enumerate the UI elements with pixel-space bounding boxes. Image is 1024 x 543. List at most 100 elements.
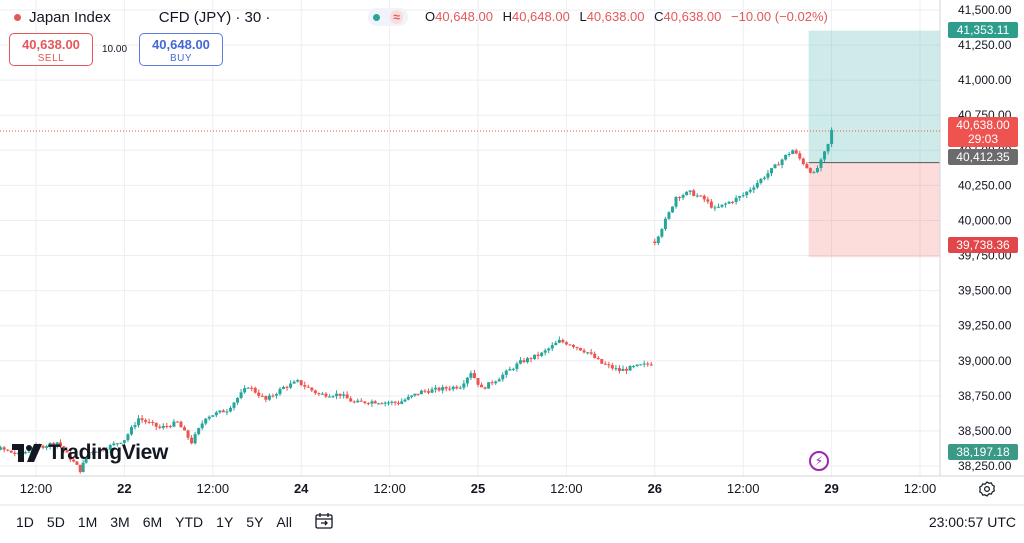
candle-body [221,410,225,413]
candle-body [518,360,522,364]
candle-body [52,443,56,446]
open-value: 40,648.00 [435,9,493,24]
candle-body [632,366,636,368]
candle-body [678,197,682,199]
candle-body [646,363,650,365]
candle-body [48,443,52,447]
live-dot-icon [373,13,381,21]
candle-body [349,398,353,402]
candle-body [271,395,275,397]
flash-event-icon[interactable]: ⚡ [809,451,829,471]
candle-body [267,395,271,400]
candle-body [656,236,660,244]
candle-body [320,393,324,395]
current-price-label: 40,638.00 29:03 [948,117,1018,147]
candle-body [766,173,770,178]
range-button-3m[interactable]: 3M [110,514,130,530]
candle-body [508,369,512,371]
utc-clock[interactable]: 23:00:57 UTC [928,514,1016,530]
candle-body [702,195,706,200]
candle-body [805,164,809,169]
candle-body [752,187,756,190]
bottom-toolbar: 1D 5D 1M 3M 6M YTD 1Y 5Y All 23:00:57 UTC [0,507,1024,537]
candle-body [773,164,777,169]
candle-body [68,452,72,460]
range-button-all[interactable]: All [276,514,292,530]
candle-body [465,377,469,384]
candle-body [681,195,685,198]
candle-body [211,415,215,417]
candle-body [342,394,346,396]
close-value: 40,638.00 [663,9,722,24]
candle-body [98,448,102,452]
candle-body [607,364,611,366]
range-button-5y[interactable]: 5Y [246,514,264,530]
candle-body [197,428,201,435]
candle-body [140,418,144,421]
candle-body [557,339,561,343]
candle-body [515,363,519,369]
candle-body [504,370,508,375]
symbol-name[interactable]: Japan Index [29,8,111,26]
candle-body [410,395,414,397]
candle-body [815,167,819,173]
candle-body [748,189,752,192]
candle-body [144,420,148,422]
candle-body [359,400,363,402]
date-range-icon[interactable] [314,511,334,531]
instrument-info[interactable]: CFD (JPY) · 30 · [158,8,271,26]
candle-body [663,218,667,230]
buy-label: BUY [169,53,193,64]
candle-body [497,379,501,382]
candle-body [228,407,232,412]
candle-body [352,401,356,403]
candle-body [692,190,696,196]
y-tick-label: 39,500.00 [958,284,1012,298]
range-button-6m[interactable]: 6M [142,514,163,530]
symbol-header[interactable]: Japan Index CFD (JPY) · 30 · [0,6,270,28]
candle-body [264,396,268,400]
candle-body [423,390,427,392]
candle-body [190,437,194,444]
candle-body [472,373,476,379]
candle-body [250,387,254,389]
candle-body [455,386,459,389]
range-button-5d[interactable]: 5D [46,514,65,530]
candle-body [331,396,335,398]
candle-body [794,150,798,154]
candle-body [823,151,827,160]
candle-body [306,386,310,388]
candle-body [639,364,643,366]
candle-body [87,452,91,459]
candle-body [175,421,179,423]
candle-body [660,229,664,237]
chart-settings-icon[interactable] [978,480,996,498]
candle-body [27,451,31,453]
candle-body [126,434,130,441]
range-button-1y[interactable]: 1Y [216,514,234,530]
logo-text: TradingView [48,441,169,464]
candle-body [582,350,586,353]
candle-body [406,396,410,400]
candle-body [522,360,526,363]
candle-body [105,449,109,451]
low-value: 40,638.00 [586,9,645,24]
candle-body [724,203,728,205]
candle-body [108,445,112,450]
candle-body [529,358,533,360]
buy-button[interactable]: 40,648.00 BUY [139,33,223,66]
candle-body [533,354,537,360]
candle-body [536,354,540,356]
sell-button[interactable]: 40,638.00 SELL [9,33,93,66]
candle-body [720,204,724,207]
candle-body [13,452,17,454]
tradingview-logo[interactable]: TradingView [12,441,168,465]
candle-body [798,153,802,159]
range-button-ytd[interactable]: YTD [175,514,204,530]
candle-body [787,153,791,155]
y-tick-label: 39,000.00 [958,354,1012,368]
data-status-pill[interactable]: ≈ [368,8,408,26]
range-button-1d[interactable]: 1D [16,514,34,530]
range-button-1m[interactable]: 1M [77,514,98,530]
